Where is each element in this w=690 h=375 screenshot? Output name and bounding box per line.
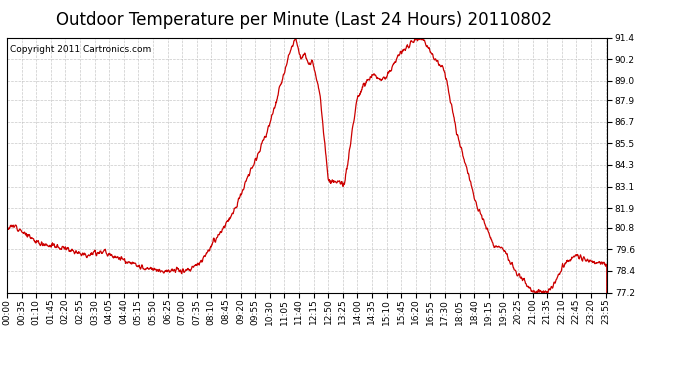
Text: Outdoor Temperature per Minute (Last 24 Hours) 20110802: Outdoor Temperature per Minute (Last 24 … [56, 11, 551, 29]
Text: Copyright 2011 Cartronics.com: Copyright 2011 Cartronics.com [10, 45, 151, 54]
